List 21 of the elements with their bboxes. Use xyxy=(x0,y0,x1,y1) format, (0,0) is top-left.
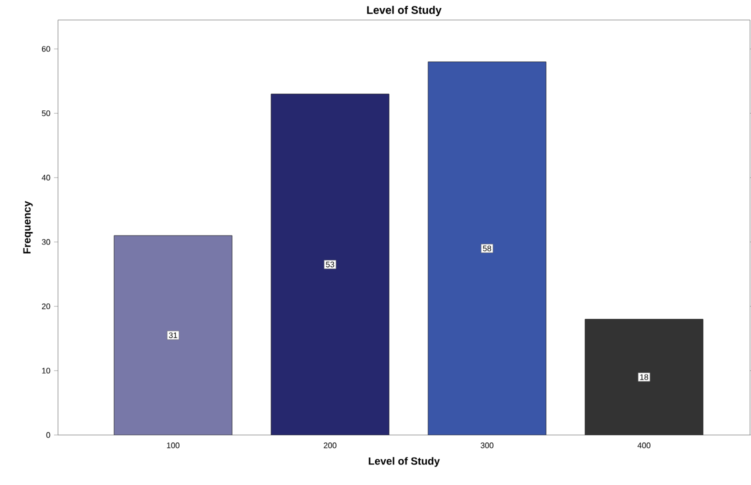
data-label: 58 xyxy=(482,246,492,252)
y-tick-label: 40 xyxy=(42,174,50,180)
bar xyxy=(584,318,704,435)
y-tick-label: 10 xyxy=(42,368,50,374)
y-tick-label: 20 xyxy=(42,303,50,310)
bar xyxy=(428,62,546,435)
x-tick-label: 400 xyxy=(638,442,650,448)
y-axis-title: Frequency xyxy=(23,201,33,254)
chart-title: Level of Study xyxy=(367,6,442,16)
data-label: 53 xyxy=(326,262,334,268)
x-axis-title: Level of Study xyxy=(368,457,440,467)
y-tick-label: 0 xyxy=(46,432,50,438)
y-tick-label: 50 xyxy=(42,110,50,116)
bar xyxy=(114,235,232,435)
data-label: 18 xyxy=(640,374,648,380)
data-label: 31 xyxy=(168,332,178,338)
y-tick-label: 60 xyxy=(42,46,50,52)
x-tick-label: 300 xyxy=(480,442,494,448)
x-tick-label: 100 xyxy=(167,442,180,448)
x-tick-label: 200 xyxy=(324,442,336,448)
y-tick-label: 30 xyxy=(42,239,50,245)
